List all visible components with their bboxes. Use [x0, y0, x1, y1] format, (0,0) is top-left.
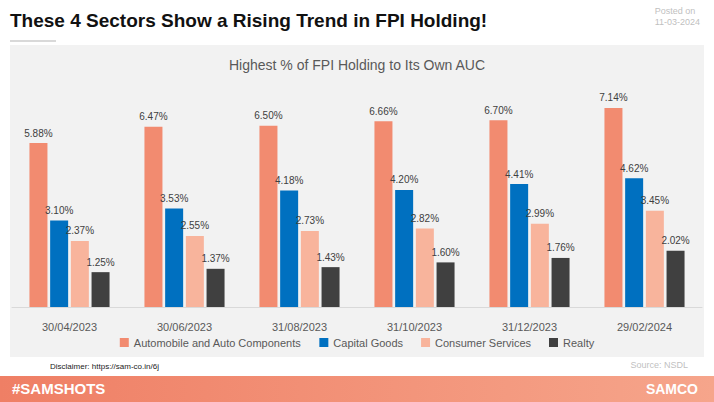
svg-text:3.45%: 3.45% — [641, 195, 669, 206]
svg-text:Realty: Realty — [563, 337, 595, 349]
svg-text:1.25%: 1.25% — [86, 257, 114, 268]
html-text:Disclaimer: https://sam-co.in/: Disclaimer: https://sam-co.in/6j — [50, 362, 159, 371]
svg-text:1.37%: 1.37% — [201, 253, 229, 264]
svg-text:2.02%: 2.02% — [661, 235, 689, 246]
svg-text:31/10/2023: 31/10/2023 — [387, 321, 442, 333]
svg-text:7.14%: 7.14% — [599, 92, 627, 103]
html-text:These 4 Sectors Show a Rising: These 4 Sectors Show a Rising Trend in F… — [10, 10, 488, 31]
svg-text:4.20%: 4.20% — [390, 174, 418, 185]
html-text:Source: NSDL: Source: NSDL — [630, 360, 688, 370]
svg-text:30/06/2023: 30/06/2023 — [157, 321, 212, 333]
html-text:#SAMSHOTS: #SAMSHOTS — [12, 380, 106, 397]
svg-text:Highest % of FPI Holding to It: Highest % of FPI Holding to Its Own AUC — [229, 57, 485, 73]
svg-text:5.88%: 5.88% — [24, 128, 52, 139]
svg-text:6.50%: 6.50% — [254, 110, 282, 121]
svg-text:4.18%: 4.18% — [275, 175, 303, 186]
svg-text:1.76%: 1.76% — [546, 242, 574, 253]
svg-text:2.82%: 2.82% — [411, 213, 439, 224]
svg-text:31/12/2023: 31/12/2023 — [502, 321, 557, 333]
svg-text:3.53%: 3.53% — [160, 193, 188, 204]
html-text:Posted on: Posted on — [654, 6, 696, 16]
svg-text:2.37%: 2.37% — [66, 225, 94, 236]
svg-text:2.99%: 2.99% — [526, 208, 554, 219]
svg-text:2.55%: 2.55% — [181, 220, 209, 231]
html-text:11-03-2024: 11-03-2024 — [654, 17, 700, 27]
svg-text:1.60%: 1.60% — [431, 247, 459, 258]
svg-text:4.41%: 4.41% — [505, 169, 533, 180]
svg-text:1.43%: 1.43% — [316, 252, 344, 263]
svg-text:29/02/2024: 29/02/2024 — [617, 321, 672, 333]
svg-text:Consumer Services: Consumer Services — [435, 337, 531, 349]
svg-text:2.73%: 2.73% — [296, 215, 324, 226]
svg-text:31/08/2023: 31/08/2023 — [272, 321, 327, 333]
svg-text:6.70%: 6.70% — [484, 105, 512, 116]
svg-text:4.62%: 4.62% — [620, 163, 648, 174]
svg-text:Automobile and Auto Components: Automobile and Auto Components — [134, 337, 301, 349]
html-text:SAMCO: SAMCO — [645, 381, 698, 397]
svg-text:6.66%: 6.66% — [369, 106, 397, 117]
svg-text:6.47%: 6.47% — [139, 111, 167, 122]
svg-text:Capital Goods: Capital Goods — [333, 337, 403, 349]
svg-text:3.10%: 3.10% — [45, 205, 73, 216]
svg-text:30/04/2023: 30/04/2023 — [42, 321, 97, 333]
